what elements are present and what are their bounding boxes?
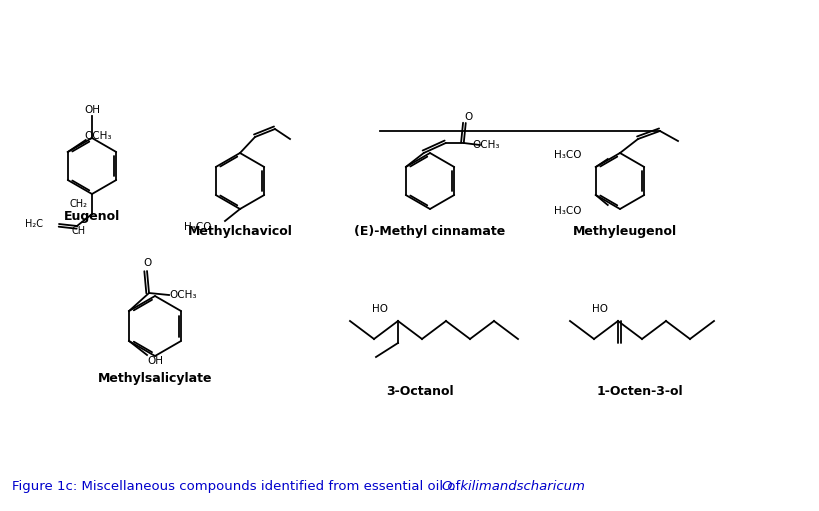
Text: O: O [464, 112, 473, 122]
Text: Methyleugenol: Methyleugenol [572, 224, 676, 238]
Text: Methylchavicol: Methylchavicol [188, 224, 292, 238]
Text: OCH₃: OCH₃ [472, 140, 499, 150]
Text: H₃CO: H₃CO [554, 206, 581, 216]
Text: O: O [143, 258, 151, 268]
Text: 1-Octen-3-ol: 1-Octen-3-ol [596, 384, 682, 398]
Text: Methylsalicylate: Methylsalicylate [97, 371, 212, 384]
Text: H₃CO: H₃CO [184, 222, 212, 232]
Text: CH₂: CH₂ [70, 199, 88, 209]
Text: Figure 1c: Miscellaneous compounds identified from essential oil of: Figure 1c: Miscellaneous compounds ident… [12, 479, 464, 493]
Text: HO: HO [372, 304, 387, 314]
Text: H₃CO: H₃CO [554, 150, 581, 160]
Text: O. kilimandscharicum: O. kilimandscharicum [441, 479, 584, 493]
Text: HO: HO [591, 304, 607, 314]
Text: (E)-Methyl cinnamate: (E)-Methyl cinnamate [354, 224, 505, 238]
Text: CH: CH [72, 226, 86, 236]
Text: H₂C: H₂C [25, 219, 43, 229]
Text: Eugenol: Eugenol [64, 210, 120, 222]
Text: OH: OH [84, 105, 100, 115]
Text: OCH₃: OCH₃ [169, 290, 197, 300]
Text: OCH₃: OCH₃ [84, 131, 111, 141]
Text: 3-Octanol: 3-Octanol [386, 384, 453, 398]
Text: OH: OH [147, 356, 163, 366]
